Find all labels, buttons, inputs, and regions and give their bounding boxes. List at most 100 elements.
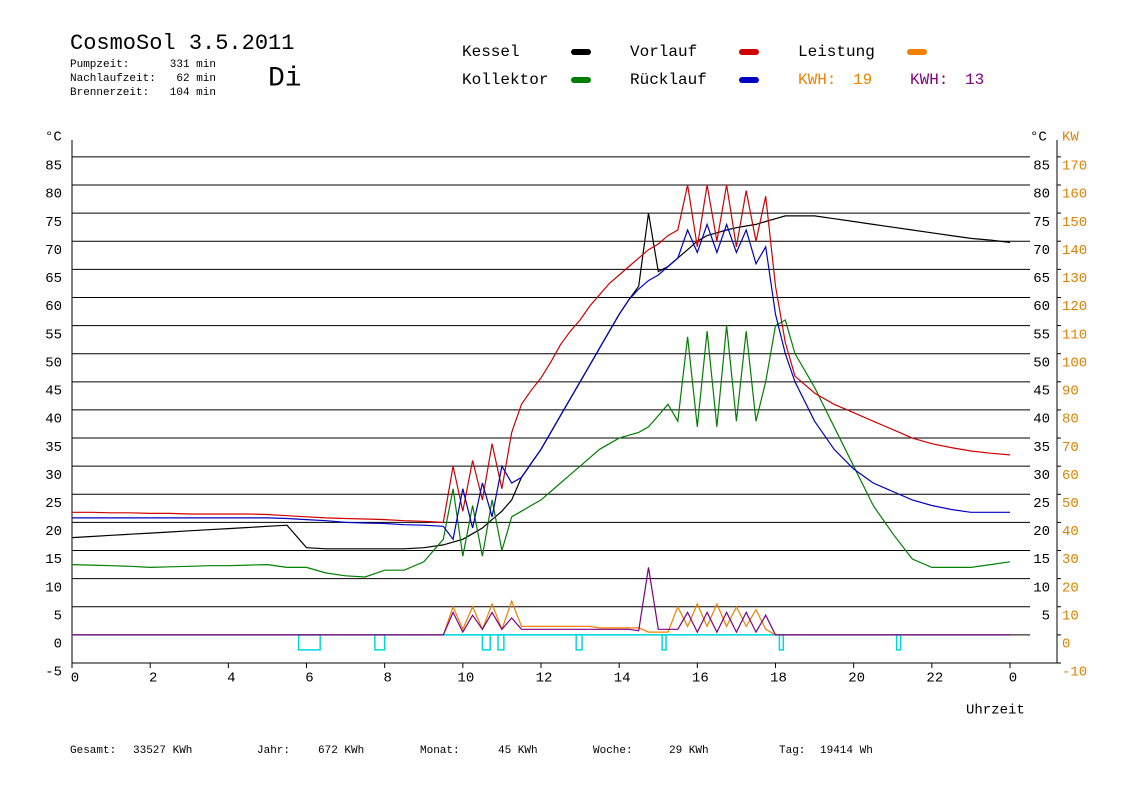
right-y-tick-label: 15 — [1033, 552, 1050, 568]
kwh-label: KWH: — [910, 71, 948, 89]
y2-tick-label: 50 — [1062, 496, 1079, 512]
y2-tick-label: 20 — [1062, 580, 1079, 596]
y-tick-label: 75 — [45, 215, 62, 231]
x-tick-label: 18 — [770, 671, 787, 687]
x-tick-label: 12 — [536, 671, 553, 687]
y-tick-label: 80 — [45, 187, 62, 203]
y2-tick-label: 120 — [1062, 299, 1087, 315]
total-value: 672 KWh — [318, 745, 364, 757]
legend-label: Vorlauf — [630, 43, 697, 61]
x-tick-label: 0 — [71, 671, 79, 687]
right-y-tick-label: 40 — [1033, 412, 1050, 428]
y-tick-label: 85 — [45, 159, 62, 175]
pump-interval — [661, 634, 667, 651]
total-label: Monat: — [420, 745, 460, 757]
y-tick-label: -5 — [45, 665, 62, 681]
total-label: Tag: — [779, 745, 805, 757]
right-y-tick-label: 45 — [1033, 384, 1050, 400]
series-line — [72, 222, 1010, 541]
y-tick-label: 30 — [45, 468, 62, 484]
y-tick-label: 50 — [45, 355, 62, 371]
series-line — [71, 319, 1011, 578]
y2-axis-label: KW — [1062, 130, 1079, 146]
x-tick-label: 2 — [149, 671, 157, 687]
pump-interval — [575, 634, 583, 651]
pump-interval — [481, 634, 491, 651]
legend-label: Rücklauf — [630, 71, 707, 89]
kwh-label: KWH: — [798, 71, 836, 89]
total-value: 29 KWh — [669, 745, 709, 757]
right-y-tick-label: 60 — [1033, 299, 1050, 315]
right-y-tick-label: 25 — [1033, 496, 1050, 512]
y2-tick-label: 10 — [1062, 608, 1079, 624]
right-y-tick-label: 5 — [1042, 608, 1050, 624]
right-y-tick-label: 75 — [1033, 215, 1050, 231]
y2-tick-label: 130 — [1062, 271, 1087, 287]
y2-tick-label: 60 — [1062, 468, 1079, 484]
total-label: Gesamt: — [70, 745, 116, 757]
right-y-tick-label: 10 — [1033, 580, 1050, 596]
y2-tick-label: 140 — [1062, 243, 1087, 259]
y-tick-label: 65 — [45, 271, 62, 287]
x-tick-label: 10 — [457, 671, 474, 687]
stat-label: Nachlaufzeit: — [70, 73, 156, 85]
right-y-tick-label: 80 — [1033, 187, 1050, 203]
x-tick-label: 4 — [227, 671, 235, 687]
y-tick-label: 15 — [45, 552, 62, 568]
stat-value: 331 min — [170, 59, 216, 71]
x-axis-label: Uhrzeit — [966, 703, 1025, 719]
y2-tick-label: 40 — [1062, 524, 1079, 540]
right-y-tick-label: 85 — [1033, 159, 1050, 175]
stat-value: 104 min — [170, 87, 216, 99]
y2-tick-label: 70 — [1062, 440, 1079, 456]
total-value: 45 KWh — [498, 745, 538, 757]
right-y-tick-label: 30 — [1033, 468, 1050, 484]
right-y-tick-label: 35 — [1033, 440, 1050, 456]
series-line — [72, 184, 1011, 524]
x-tick-label: 6 — [305, 671, 313, 687]
stat-label: Brennerzeit: — [70, 87, 149, 99]
right-y-tick-label: 55 — [1033, 327, 1050, 343]
x-tick-label: 0 — [1009, 671, 1017, 687]
y2-tick-label: 110 — [1062, 327, 1087, 343]
y-tick-label: 10 — [45, 580, 62, 596]
y2-tick-label: -10 — [1062, 665, 1087, 681]
right-y-tick-label: 50 — [1033, 355, 1050, 371]
total-value: 19414 Wh — [820, 745, 873, 757]
x-tick-label: 22 — [926, 671, 943, 687]
stat-value: 62 min — [176, 73, 216, 85]
stat-label: Pumpzeit: — [70, 59, 129, 71]
weekday: Di — [268, 63, 302, 94]
legend-label: Leistung — [798, 43, 875, 61]
y2-tick-label: 30 — [1062, 552, 1079, 568]
y-tick-label: 25 — [45, 496, 62, 512]
legend-label: Kessel — [462, 43, 520, 61]
y2-tick-label: 90 — [1062, 384, 1079, 400]
y-tick-label: 35 — [45, 440, 62, 456]
right-y-tick-label: 65 — [1033, 271, 1050, 287]
total-value: 33527 KWh — [133, 745, 192, 757]
chart-title: CosmoSol 3.5.2011 — [70, 31, 294, 56]
y-axis-label: °C — [45, 130, 62, 146]
total-label: Jahr: — [257, 745, 290, 757]
total-label: Woche: — [593, 745, 633, 757]
x-tick-label: 20 — [848, 671, 865, 687]
pump-interval — [497, 634, 505, 651]
y2-tick-label: 160 — [1062, 187, 1087, 203]
y2-tick-label: 150 — [1062, 215, 1087, 231]
kwh-value: 19 — [853, 71, 872, 89]
y-tick-label: 45 — [45, 384, 62, 400]
y-tick-label: 40 — [45, 412, 62, 428]
y-tick-label: 20 — [45, 524, 62, 540]
y-tick-label: 0 — [54, 637, 62, 653]
x-tick-label: 8 — [383, 671, 391, 687]
legend-label: Kollektor — [462, 71, 548, 89]
y-tick-label: 60 — [45, 299, 62, 315]
y-tick-label: 5 — [54, 608, 62, 624]
x-tick-label: 14 — [614, 671, 631, 687]
right-y-axis-label: °C — [1030, 130, 1047, 146]
y2-tick-label: 0 — [1062, 637, 1070, 653]
